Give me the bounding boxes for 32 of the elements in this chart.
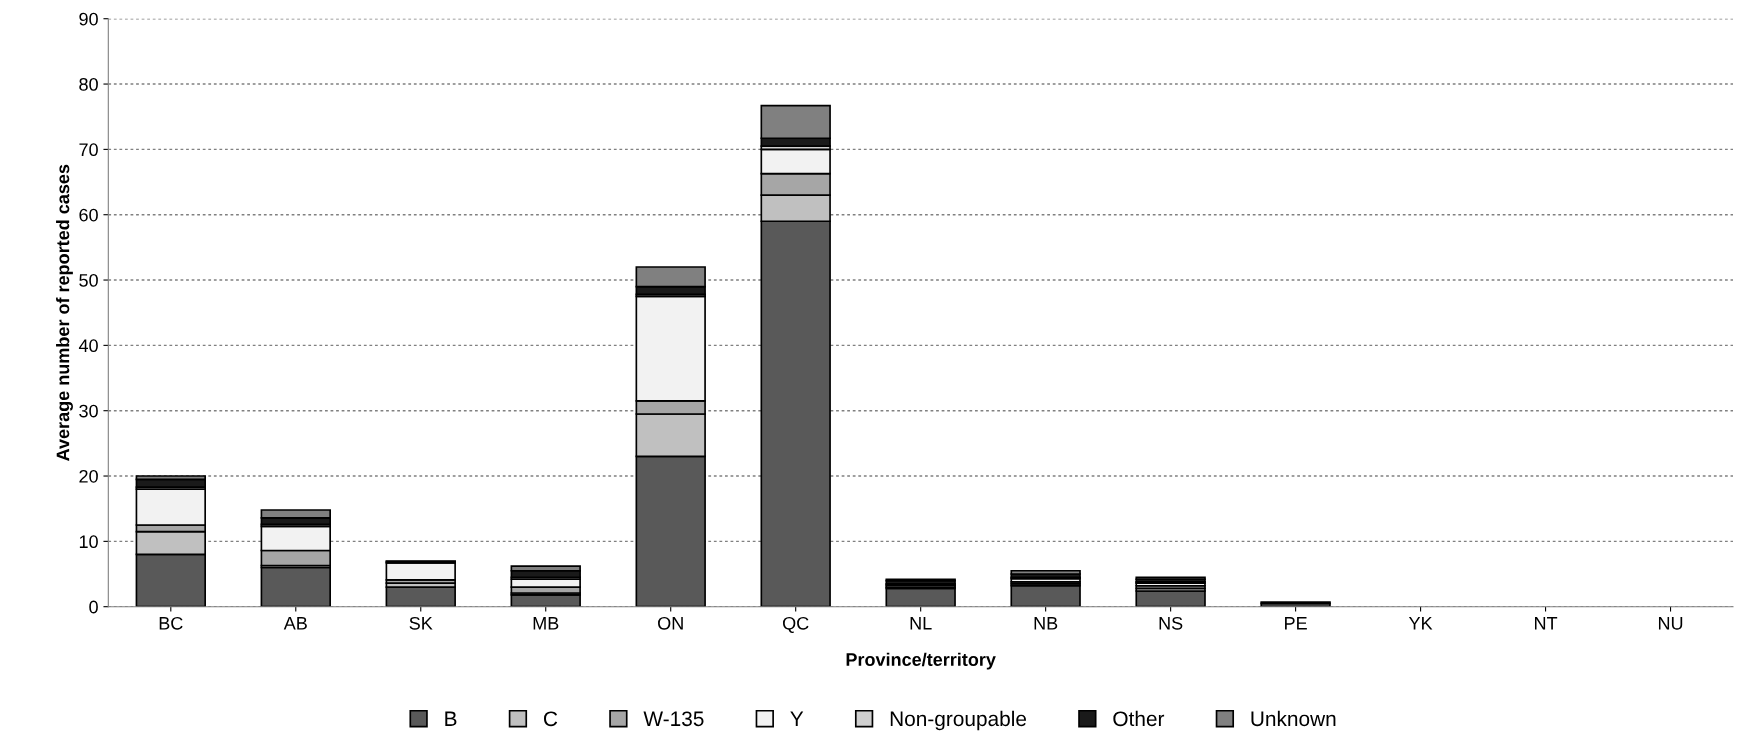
x-tick-label: AB [283, 617, 307, 630]
x-tick-label: BC [159, 616, 183, 630]
legend-label: C [543, 711, 558, 727]
x-tick-label: NB [1034, 617, 1058, 630]
x-tick-label: NU [1658, 617, 1683, 630]
y-tick-label: 80 [79, 77, 98, 91]
y-tick-label: 50 [79, 273, 98, 287]
x-tick-label: NL [910, 617, 932, 630]
legend-label: Non-groupable [890, 710, 1027, 731]
x-tick-label: NT [1535, 617, 1558, 630]
x-tick-label: SK [409, 616, 433, 630]
legend-label: Unknown [1251, 710, 1336, 727]
y-tick-label: 70 [79, 143, 98, 157]
y-tick-label: 20 [79, 469, 98, 483]
legend-label: Y [790, 711, 804, 726]
x-tick-label: QC [783, 616, 809, 633]
y-tick-label: 60 [79, 208, 98, 222]
y-tick-label: 90 [79, 12, 98, 26]
x-axis-title: Province/territory [846, 652, 996, 670]
x-tick-label: MB [533, 617, 559, 630]
x-tick-label: NS [1159, 616, 1183, 630]
x-tick-label: ON [658, 616, 683, 630]
legend-label: B [445, 711, 457, 726]
y-tick-label: 0 [89, 600, 98, 614]
y-tick-label: 10 [79, 535, 98, 549]
x-tick-label: PE [1285, 617, 1307, 630]
y-tick-label: 30 [79, 404, 98, 418]
legend-label: Other [1113, 710, 1165, 727]
y-tick-label: 40 [78, 339, 98, 353]
x-tick-label: YK [1408, 617, 1433, 630]
y-axis-title: Average number of reported cases [56, 164, 73, 461]
legend-label: W-135 [643, 711, 704, 727]
